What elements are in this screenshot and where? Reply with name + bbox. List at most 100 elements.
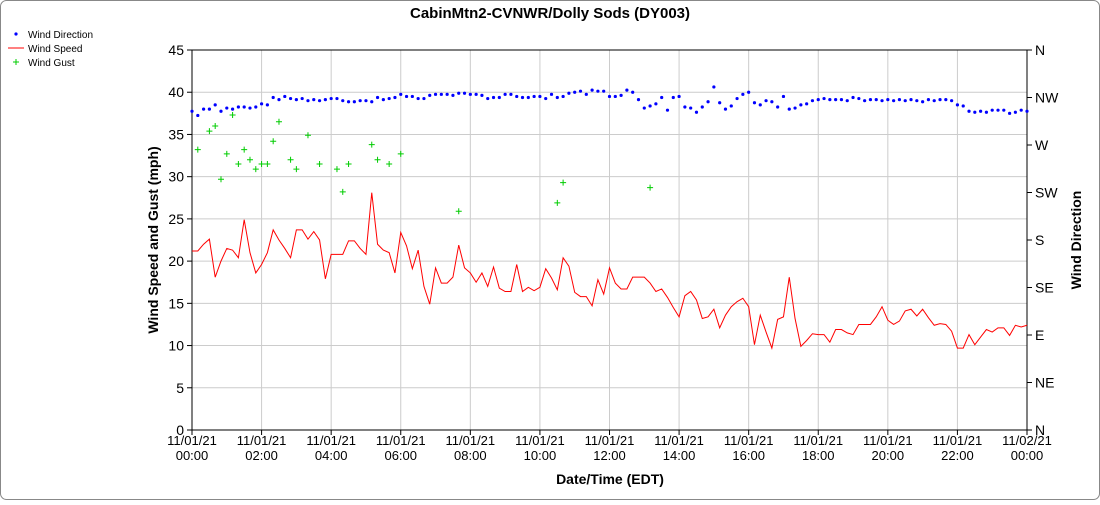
- direction-marker: [317, 99, 322, 103]
- direction-marker: [387, 96, 391, 101]
- x-tick-label-line: 22:00: [941, 448, 974, 463]
- direction-marker: [578, 89, 583, 93]
- legend-label: Wind Gust: [28, 58, 75, 69]
- direction-marker: [561, 94, 565, 99]
- direction-marker: [834, 98, 838, 102]
- x-tick-label-line: 11/01/21: [724, 433, 774, 448]
- direction-marker: [515, 94, 519, 99]
- x-tick-label: 11/01/21 14:00: [654, 433, 704, 463]
- direction-marker: [665, 108, 670, 112]
- y-tick-label: 10: [168, 338, 184, 354]
- x-tick-label-line: 11/01/21: [306, 433, 356, 448]
- direction-marker: [689, 106, 693, 110]
- direction-marker: [544, 96, 548, 101]
- direction-marker: [573, 90, 577, 94]
- direction-marker: [805, 102, 809, 106]
- direction-marker: [375, 95, 380, 100]
- gust-marker: [223, 150, 230, 157]
- direction-marker: [787, 107, 791, 111]
- x-tick-label-line: 11/01/21: [376, 433, 426, 448]
- x-tick-label-line: 20:00: [872, 448, 905, 463]
- legend-swatch: [13, 59, 19, 65]
- direction-marker: [538, 94, 542, 99]
- x-tick-label: 11/01/21 22:00: [933, 433, 983, 463]
- y-tick-label: 30: [168, 169, 184, 185]
- x-tick-label-line: 11/02/21: [1002, 433, 1052, 448]
- direction-marker: [903, 99, 907, 103]
- direction-marker: [851, 95, 855, 100]
- direction-marker: [196, 113, 200, 118]
- direction-marker: [793, 106, 797, 110]
- direction-marker: [433, 92, 438, 96]
- direction-marker: [799, 103, 803, 107]
- y2-tick-label: S: [1035, 232, 1044, 248]
- direction-marker: [381, 98, 385, 102]
- x-tick-label-line: 16:00: [732, 448, 765, 463]
- gust-marker: [206, 128, 213, 135]
- direction-marker: [393, 95, 397, 100]
- y-tick-label: 40: [168, 84, 184, 100]
- direction-marker: [555, 95, 559, 100]
- direction-marker: [1002, 108, 1006, 112]
- direction-marker: [660, 95, 664, 100]
- y-tick-label: 20: [168, 253, 184, 269]
- direction-marker: [671, 95, 675, 100]
- y-tick-label: 5: [176, 380, 184, 396]
- x-tick-label-line: 11/01/21: [446, 433, 496, 448]
- direction-marker: [468, 92, 472, 96]
- x-tick-label-line: 11/01/21: [585, 433, 635, 448]
- direction-marker: [1019, 108, 1023, 112]
- gust-marker: [229, 112, 236, 119]
- x-tick-label: 11/01/21 04:00: [306, 433, 356, 463]
- legend-label: Wind Direction: [28, 30, 93, 41]
- gust-marker: [258, 161, 265, 167]
- direction-marker: [718, 101, 722, 105]
- y2-tick-label: E: [1035, 327, 1044, 343]
- direction-marker: [776, 105, 780, 109]
- y-tick-label: 0: [176, 422, 184, 438]
- direction-marker: [213, 103, 217, 107]
- direction-marker: [526, 95, 530, 100]
- direction-marker: [683, 105, 687, 109]
- direction-marker: [225, 106, 229, 110]
- direction-marker: [399, 92, 403, 96]
- direction-marker: [294, 98, 298, 102]
- direction-marker: [254, 105, 258, 109]
- direction-marker: [839, 98, 844, 102]
- direction-marker: [283, 94, 287, 99]
- direction-marker: [921, 100, 925, 104]
- x-tick-label-line: 11/01/21: [793, 433, 843, 448]
- x-tick-label-line: 02:00: [245, 448, 278, 463]
- direction-marker: [416, 96, 420, 101]
- direction-marker: [277, 98, 281, 102]
- direction-marker: [863, 99, 867, 103]
- direction-marker: [520, 95, 525, 100]
- direction-marker: [445, 92, 449, 96]
- x-tick-label: 11/01/21 10:00: [515, 433, 565, 463]
- direction-marker: [897, 98, 902, 102]
- x-tick-label: 11/01/21 02:00: [237, 433, 287, 463]
- direction-marker: [259, 102, 264, 106]
- gust-marker: [554, 199, 561, 206]
- x-tick-label-line: 00:00: [176, 448, 209, 463]
- direction-marker: [712, 85, 716, 89]
- direction-marker: [602, 89, 606, 93]
- x-tick-label: 11/01/21 12:00: [585, 433, 635, 463]
- gust-marker: [252, 166, 259, 173]
- gust-marker: [374, 156, 381, 163]
- x-tick-label-line: 12:00: [593, 448, 626, 463]
- direction-marker: [944, 98, 948, 102]
- direction-marker: [631, 90, 635, 94]
- direction-marker: [868, 98, 873, 102]
- gust-marker: [270, 138, 277, 145]
- x-tick-label-line: 11/01/21: [237, 433, 287, 448]
- direction-marker: [950, 99, 954, 103]
- direction-marker: [335, 96, 339, 101]
- direction-marker: [636, 98, 641, 102]
- y2-tick-label: N: [1035, 422, 1045, 438]
- gust-marker: [217, 176, 224, 183]
- direction-marker: [370, 100, 374, 104]
- direction-marker: [265, 103, 269, 107]
- gust-marker: [275, 118, 282, 125]
